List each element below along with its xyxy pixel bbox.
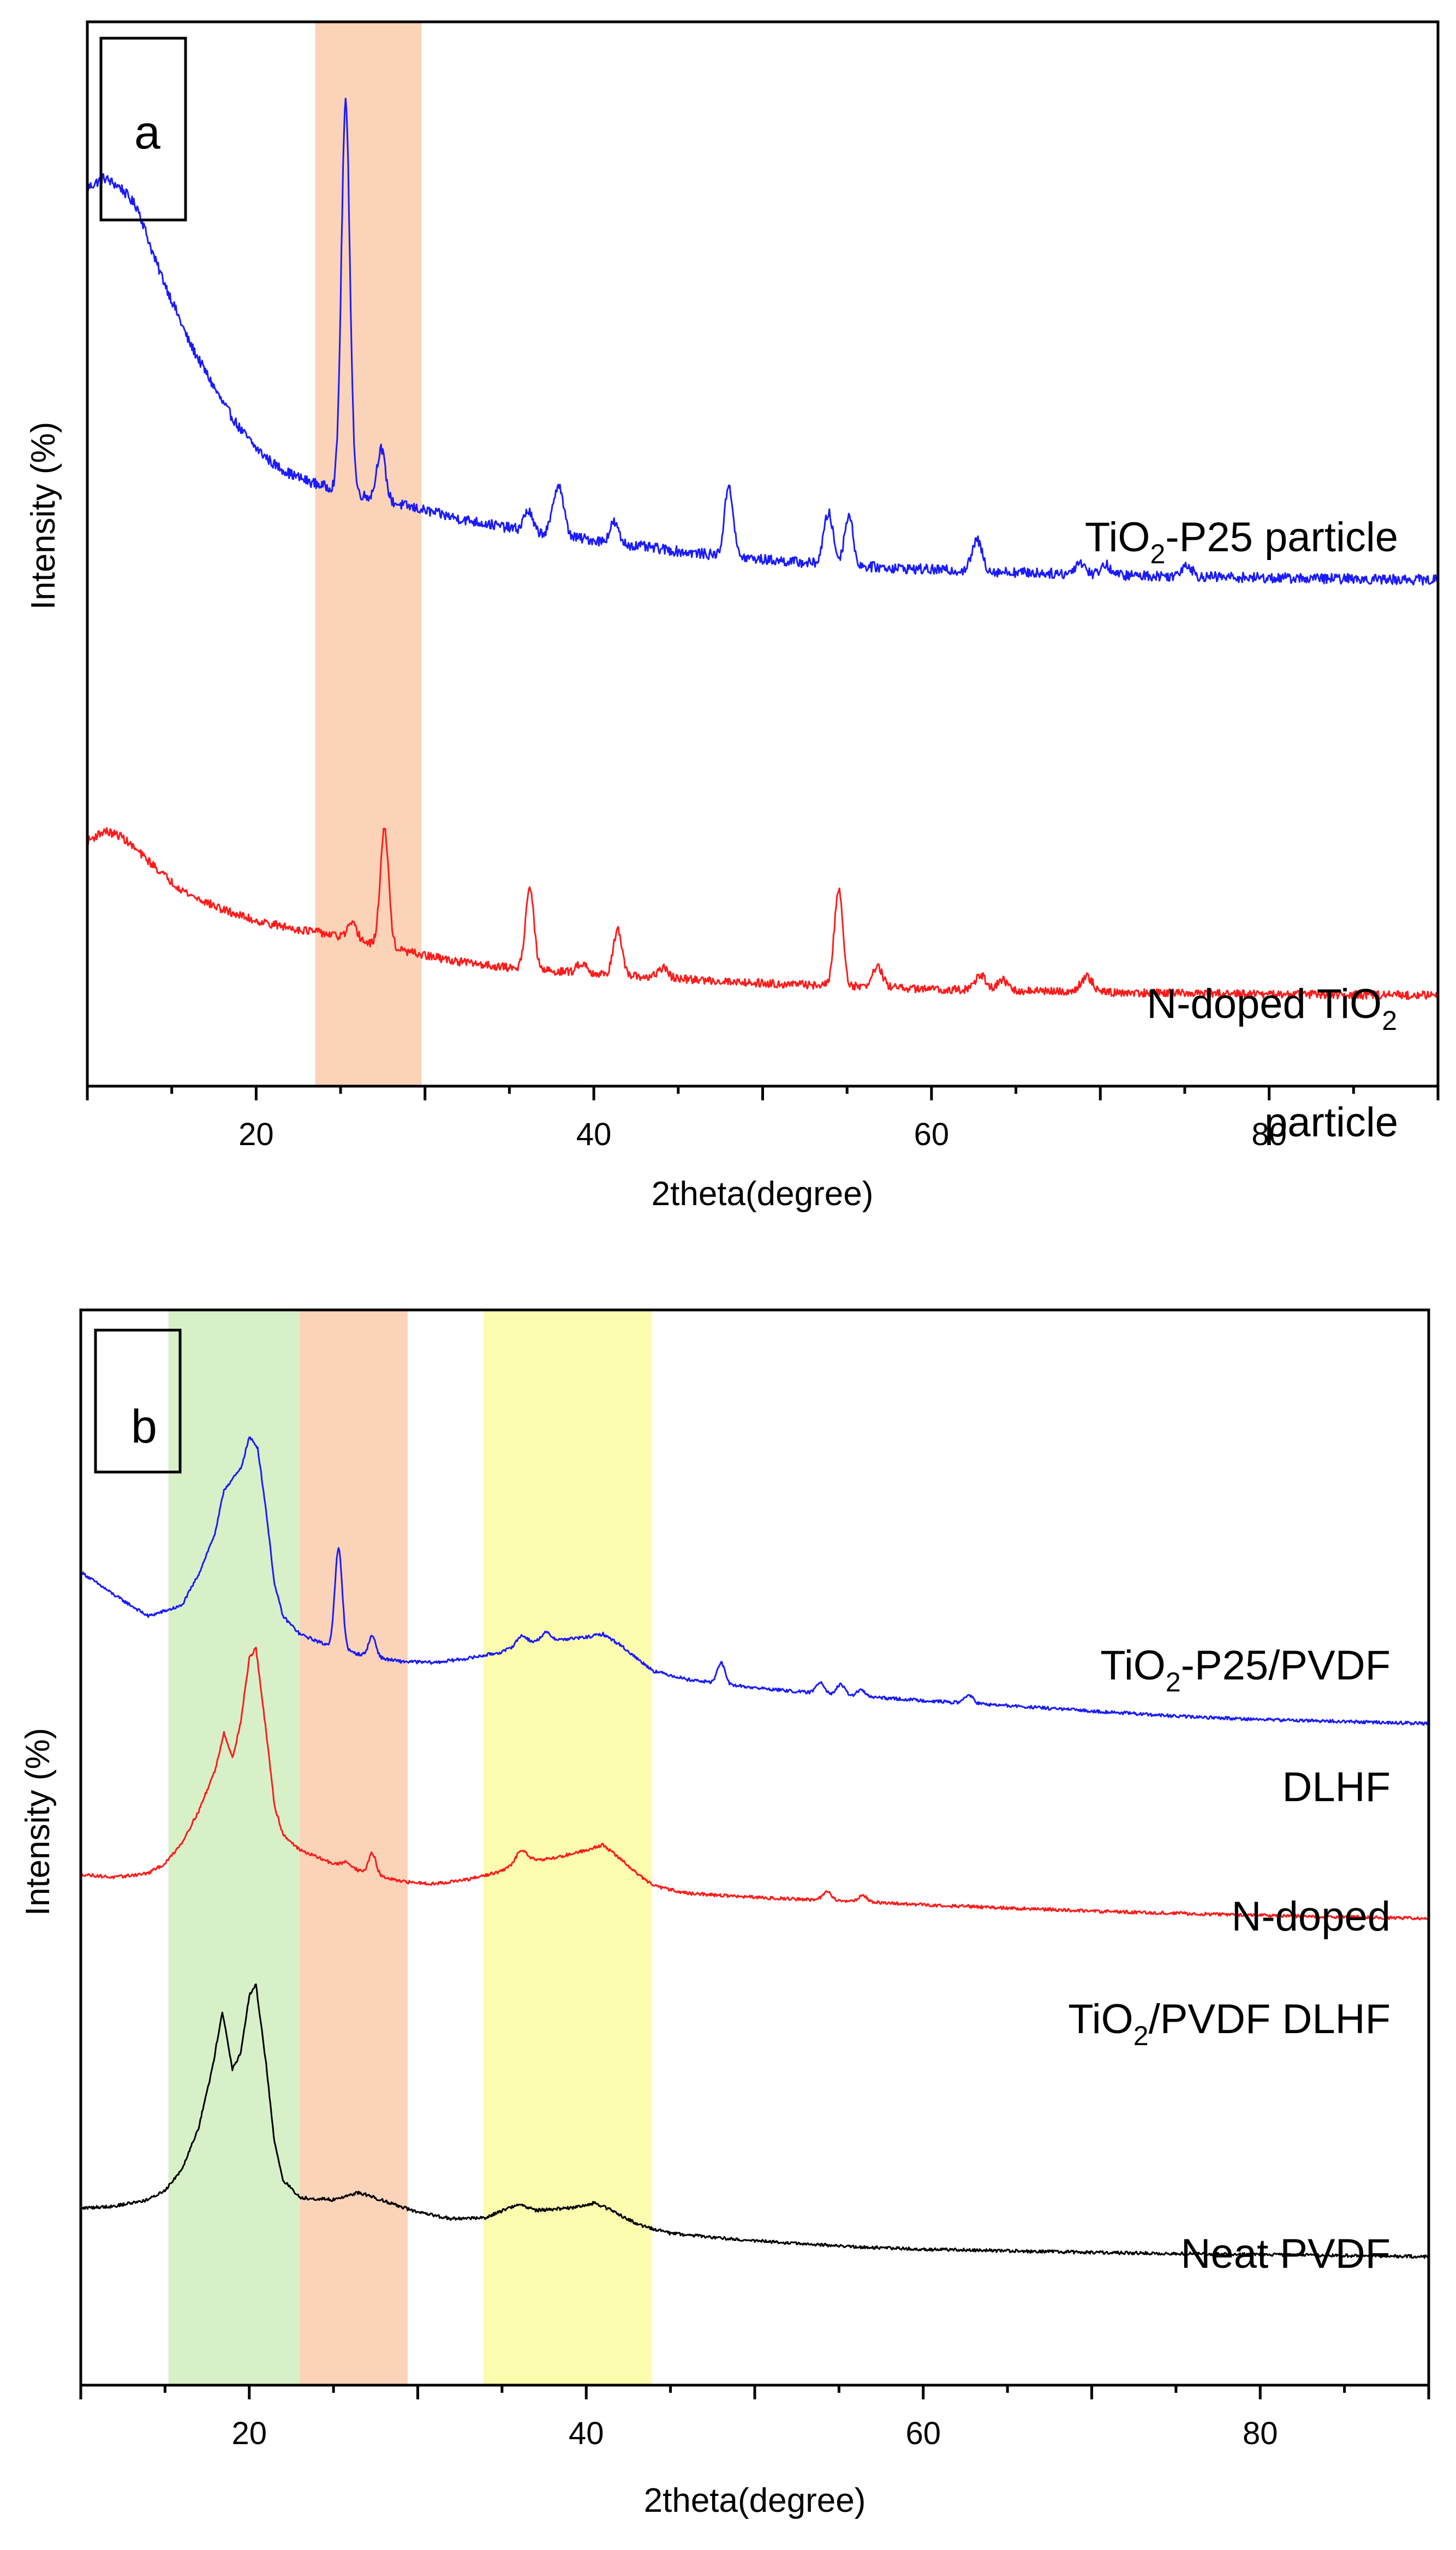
series-line-n-doped-tio2-pvdf-dlhf <box>80 1647 1429 1921</box>
x-tick-label-60: 60 <box>905 2416 941 2451</box>
series-label-tio2-p25-pvdf: TiO2-P25/PVDF <box>1100 1642 1391 1697</box>
x-tick-label-60: 60 <box>914 1117 950 1152</box>
panel-a-letter: a <box>134 106 160 159</box>
panel-a-y-axis-title: Intensity (%) <box>25 422 62 610</box>
panel-b-x-axis-title: 2theta(degree) <box>644 2482 866 2519</box>
panel-a-series <box>86 98 1439 1000</box>
series-line-neat-pvdf <box>80 1983 1429 2259</box>
series-label-n-doped-tio2-pvdf-dlhf: TiO2/PVDF DLHF <box>1068 1996 1391 2051</box>
x-tick-label-80: 80 <box>1251 1117 1287 1152</box>
series-line-n-doped-tio2-particle <box>86 827 1439 1000</box>
panel-b-x-ticks: 20 40 60 80 <box>79 2385 1430 2451</box>
x-tick-label-20: 20 <box>238 1117 274 1152</box>
highlight-band-1 <box>168 1310 300 2385</box>
panel-a-x-ticks: 20 40 60 80 <box>86 1086 1440 1152</box>
panel-b-letter: b <box>131 1401 157 1453</box>
x-tick-label-40: 40 <box>576 1117 612 1152</box>
series-label-tio2-p25-pvdf-line2: DLHF <box>1282 1764 1391 1810</box>
series-label-n-doped: N-doped <box>1231 1893 1391 1940</box>
x-tick-label-80: 80 <box>1243 2416 1278 2451</box>
series-label-n-doped-particle-line2: particle <box>1264 1099 1398 1146</box>
panel-a-highlight-bands <box>315 22 422 1086</box>
series-line-tio2-p25-particle <box>86 98 1439 586</box>
panel-b-letter-box <box>94 1328 182 1474</box>
panel-a: 20 40 60 80 a 2theta(degree) Intensity (%) … <box>25 20 1440 1213</box>
series-label-neat-pvdf: Neat PVDF <box>1181 2231 1391 2277</box>
x-tick-label-20: 20 <box>231 2416 267 2451</box>
panel-b: 20 40 60 80 b 2theta(degree) Intensity (%) … <box>19 1308 1430 2519</box>
series-label-tio2-p25-particle: TiO2-P25 particle <box>1085 514 1398 569</box>
highlight-band-1 <box>315 22 422 1086</box>
highlight-band-2 <box>300 1310 408 2385</box>
panel-b-y-axis-title: Intensity (%) <box>19 1728 57 1916</box>
highlight-band-3 <box>483 1310 652 2385</box>
panel-b-series <box>80 1436 1429 2259</box>
panel-a-x-axis-title: 2theta(degree) <box>652 1175 874 1213</box>
x-tick-label-40: 40 <box>569 2416 604 2451</box>
series-line-tio2-p25-pvdf-dlhf <box>80 1436 1429 1726</box>
series-label-n-doped-tio2-particle: N-doped TiO2 <box>1147 981 1397 1036</box>
panel-a-letter-box <box>99 37 187 222</box>
